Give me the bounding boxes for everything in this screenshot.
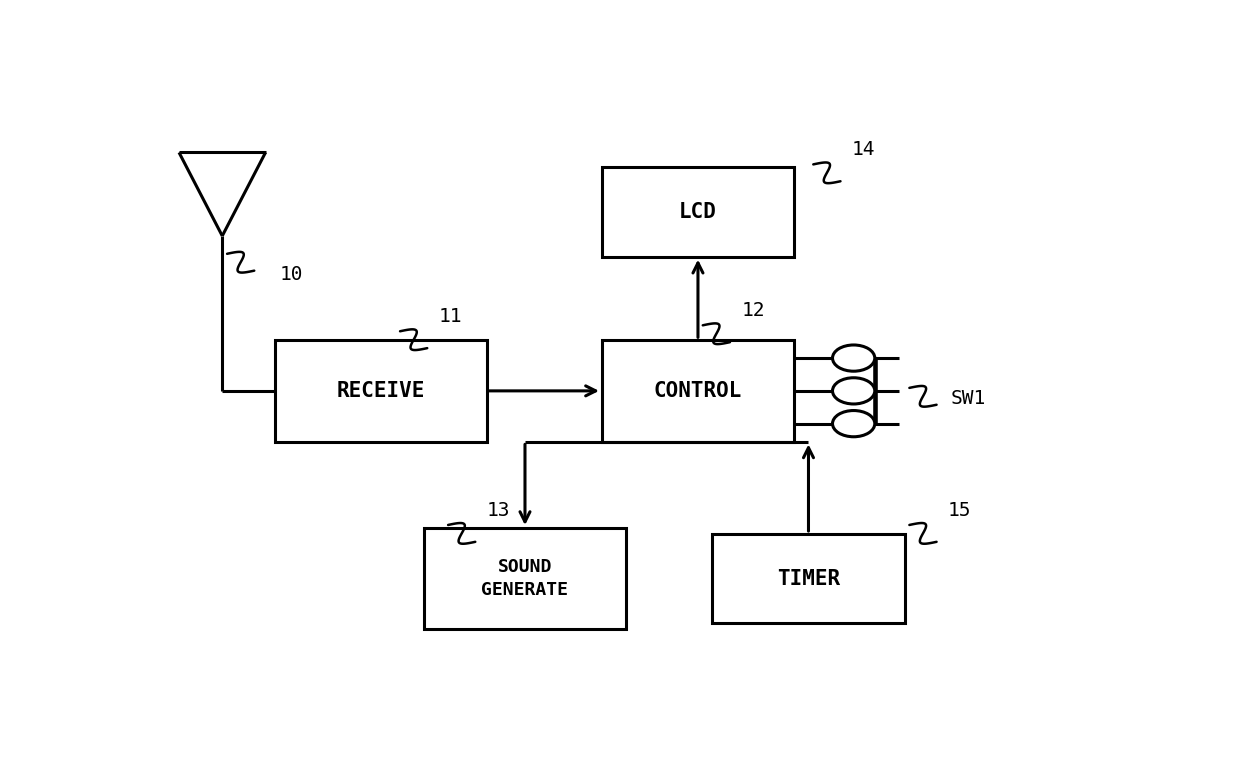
Text: SOUND
GENERATE: SOUND GENERATE <box>481 558 568 599</box>
Circle shape <box>832 345 874 372</box>
Text: 11: 11 <box>439 307 463 326</box>
Text: 10: 10 <box>280 265 304 284</box>
Text: 12: 12 <box>742 301 765 320</box>
Text: 14: 14 <box>852 140 875 159</box>
Circle shape <box>832 378 874 404</box>
Bar <box>713 534 905 623</box>
Bar <box>424 528 626 629</box>
Bar <box>601 341 794 441</box>
Bar <box>275 341 486 441</box>
Text: SW1: SW1 <box>951 389 986 408</box>
Circle shape <box>832 410 874 437</box>
Text: 15: 15 <box>947 501 971 519</box>
Text: LCD: LCD <box>680 202 717 222</box>
Text: RECEIVE: RECEIVE <box>336 381 425 401</box>
Text: TIMER: TIMER <box>777 569 839 588</box>
Bar <box>601 167 794 257</box>
Text: CONTROL: CONTROL <box>653 381 743 401</box>
Text: 13: 13 <box>486 501 510 519</box>
